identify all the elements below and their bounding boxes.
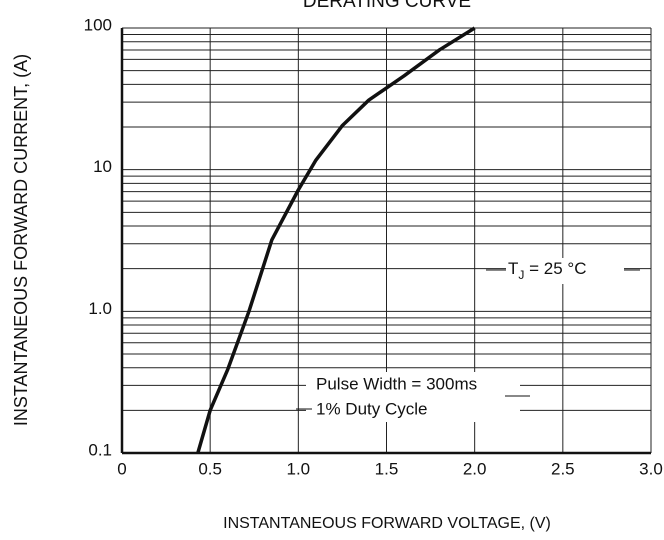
annotation-text: T [508,259,518,278]
y-tick-label: 100 [84,15,112,34]
annotation-bg [506,258,624,284]
x-tick-label: 1.5 [375,459,399,478]
annotation-bg [306,372,520,422]
chart-title: DERATING CURVE [303,0,471,12]
x-tick-label: 1.0 [287,459,311,478]
annotation: 1% Duty Cycle [316,399,427,418]
x-tick-label: 0.5 [198,459,222,478]
annotation: Pulse Width = 300ms [316,374,477,393]
y-axis-label: INSTANTANEOUS FORWARD CURRENT, (A) [11,54,31,426]
y-tick-label: 10 [93,157,112,176]
annotation: TJ = 25 °C [508,259,586,282]
x-tick-label: 2.5 [551,459,575,478]
x-tick-label: 3.0 [639,459,663,478]
y-tick-label: 1.0 [88,299,112,318]
data-line [196,26,476,454]
annotation-subscript: J [518,268,524,282]
x-tick-label: 2.0 [463,459,487,478]
y-tick-label: 0.1 [88,440,112,459]
x-tick-label: 0 [117,459,126,478]
annotation-suffix: = 25 °C [524,259,586,278]
x-axis-label: INSTANTANEOUS FORWARD VOLTAGE, (V) [223,515,551,532]
